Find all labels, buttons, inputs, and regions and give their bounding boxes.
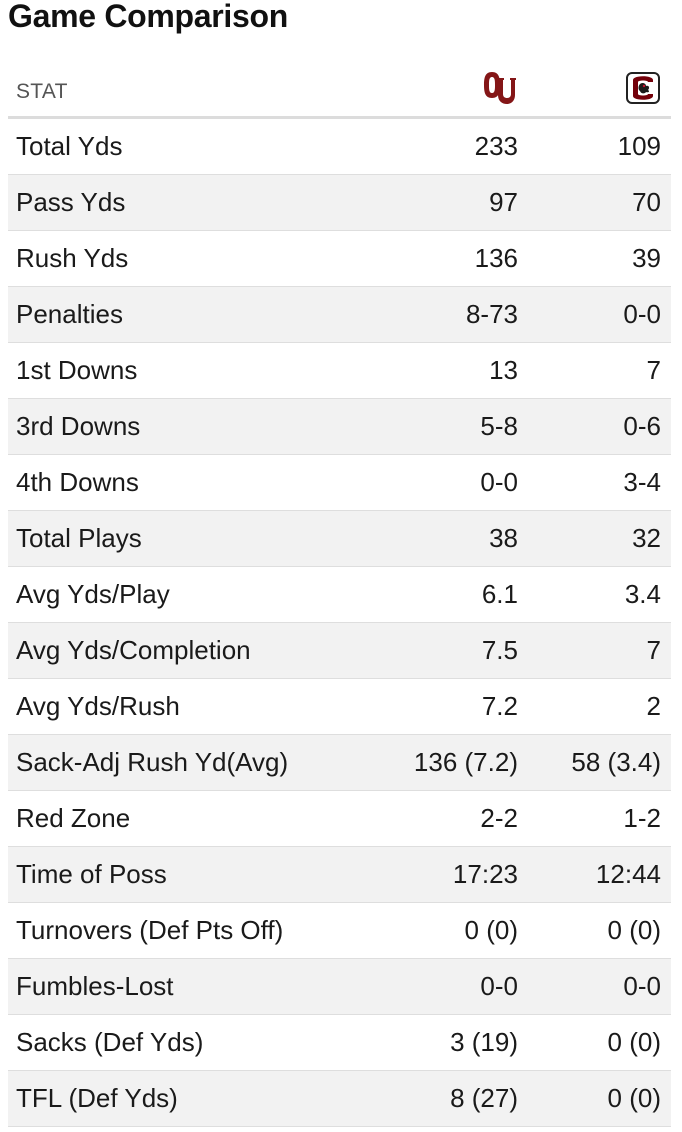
stat-column-header: STAT [16, 80, 68, 103]
team2-value: 58 (3.4) [571, 747, 661, 777]
team2-value: 0 (0) [607, 1027, 661, 1057]
table-row: Avg Yds/Rush 7.2 2 [8, 679, 671, 735]
stat-label: Avg Yds/Completion [16, 635, 251, 665]
team2-value: 2 [646, 691, 661, 721]
team2-value: 3-4 [623, 467, 661, 497]
team1-value: 0 (0) [464, 915, 518, 945]
table-row: 4th Downs 0-0 3-4 [8, 455, 671, 511]
team2-value: 0-0 [623, 971, 661, 1001]
team1-value: 6.1 [481, 579, 518, 609]
south-carolina-gamecock-logo-icon[interactable] [625, 70, 661, 106]
table-row: Sacks (Def Yds) 3 (19) 0 (0) [8, 1015, 671, 1071]
stat-label: Rush Yds [16, 243, 129, 273]
table-row: Total Plays 38 32 [8, 511, 671, 567]
stat-label: 1st Downs [16, 355, 138, 385]
team2-value: 0-0 [623, 299, 661, 329]
team2-value: 0 (0) [607, 1083, 661, 1113]
team1-value: 233 [474, 131, 518, 161]
stat-label: Avg Yds/Play [16, 579, 170, 609]
table-row: Sack-Adj Rush Yd(Avg) 136 (7.2) 58 (3.4) [8, 735, 671, 791]
team1-value: 3 (19) [450, 1027, 518, 1057]
team2-value: 109 [617, 131, 661, 161]
table-row: Penalties 8-73 0-0 [8, 287, 671, 343]
stat-label: Total Plays [16, 523, 142, 553]
table-row: Avg Yds/Completion 7.5 7 [8, 623, 671, 679]
team1-value: 7.5 [481, 635, 518, 665]
table-row: 1st Downs 13 7 [8, 343, 671, 399]
stat-label: TFL (Def Yds) [16, 1083, 178, 1113]
stat-label: Penalties [16, 299, 123, 329]
stat-label: Avg Yds/Rush [16, 691, 180, 721]
team1-value: 13 [489, 355, 518, 385]
team2-value: 3.4 [624, 579, 661, 609]
team2-value: 7 [646, 355, 661, 385]
team1-value: 17:23 [452, 859, 518, 889]
team1-value: 38 [489, 523, 518, 553]
stat-label: 3rd Downs [16, 411, 141, 441]
team2-value: 0-6 [623, 411, 661, 441]
table-row: Rush Yds 136 39 [8, 231, 671, 287]
table-row: Red Zone 2-2 1-2 [8, 791, 671, 847]
team2-value: 70 [632, 187, 661, 217]
table-header: STAT [8, 64, 671, 119]
team2-value: 0 (0) [607, 915, 661, 945]
table-row: Time of Poss 17:23 12:44 [8, 847, 671, 903]
stat-label: 4th Downs [16, 467, 139, 497]
table-row: Turnovers (Def Pts Off) 0 (0) 0 (0) [8, 903, 671, 959]
team1-value: 97 [489, 187, 518, 217]
team1-value: 136 [474, 243, 518, 273]
table-row: Avg Yds/Play 6.1 3.4 [8, 567, 671, 623]
stat-label: Sacks (Def Yds) [16, 1027, 204, 1057]
game-comparison-table: STAT Total Yds 233 109 Pass Yds 97 70 Ru… [8, 64, 671, 1127]
team2-value: 32 [632, 523, 661, 553]
page-title: Game Comparison [8, 0, 289, 34]
table-row: TFL (Def Yds) 8 (27) 0 (0) [8, 1071, 671, 1127]
stat-label: Time of Poss [16, 859, 167, 889]
stat-rows: Total Yds 233 109 Pass Yds 97 70 Rush Yd… [8, 119, 671, 1127]
stat-label: Total Yds [16, 131, 123, 161]
stat-label: Red Zone [16, 803, 131, 833]
stat-label: Fumbles-Lost [16, 971, 174, 1001]
team2-value: 1-2 [623, 803, 661, 833]
team1-value: 8-73 [465, 299, 518, 329]
team1-value: 2-2 [480, 803, 518, 833]
team2-value: 39 [632, 243, 661, 273]
team2-value: 12:44 [595, 859, 661, 889]
team1-value: 7.2 [481, 691, 518, 721]
table-row: Total Yds 233 109 [8, 119, 671, 175]
stat-label: Sack-Adj Rush Yd(Avg) [16, 747, 289, 777]
team1-value: 136 (7.2) [413, 747, 518, 777]
table-row: Pass Yds 97 70 [8, 175, 671, 231]
team1-value: 0-0 [480, 971, 518, 1001]
team1-value: 0-0 [480, 467, 518, 497]
team1-value: 8 (27) [450, 1083, 518, 1113]
team1-value: 5-8 [480, 411, 518, 441]
stat-label: Pass Yds [16, 187, 126, 217]
table-row: 3rd Downs 5-8 0-6 [8, 399, 671, 455]
oklahoma-ou-logo-icon[interactable] [482, 68, 518, 108]
stat-label: Turnovers (Def Pts Off) [16, 915, 284, 945]
team2-value: 7 [646, 635, 661, 665]
table-row: Fumbles-Lost 0-0 0-0 [8, 959, 671, 1015]
